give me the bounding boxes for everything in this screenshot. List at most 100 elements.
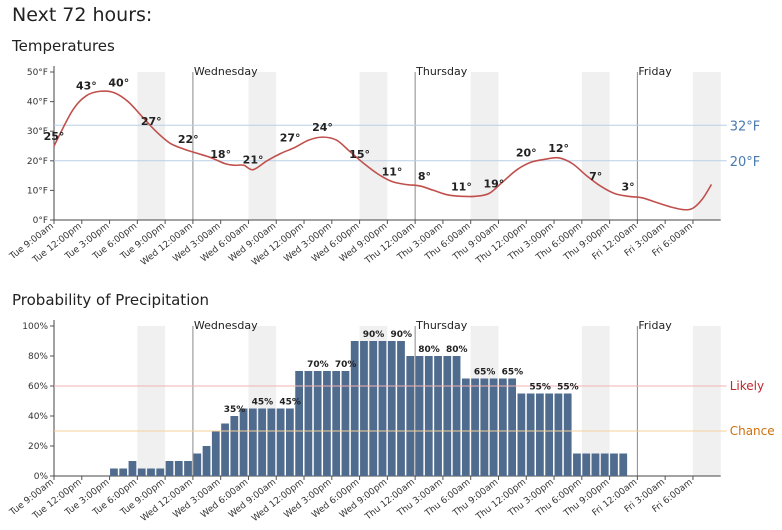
precipitation-bar bbox=[619, 453, 628, 476]
reference-line-label: Likely bbox=[730, 379, 764, 393]
precipitation-bar bbox=[156, 468, 165, 476]
precipitation-bar bbox=[286, 408, 294, 476]
temperature-data-label: 27° bbox=[141, 115, 162, 128]
precipitation-bar bbox=[554, 393, 563, 476]
temperature-data-label: 24° bbox=[312, 121, 333, 134]
precipitation-bar bbox=[471, 378, 479, 476]
temperatures-chart-title: Temperatures bbox=[12, 37, 115, 55]
precipitation-bar bbox=[582, 453, 591, 476]
temperature-data-label: 21° bbox=[243, 154, 264, 167]
precipitation-data-label: 70% bbox=[335, 360, 357, 370]
precipitation-bar bbox=[406, 356, 415, 476]
precipitation-bar bbox=[332, 371, 341, 476]
precipitation-bar bbox=[165, 461, 174, 476]
precipitation-bar bbox=[239, 408, 248, 476]
temperature-data-label: 7° bbox=[589, 170, 602, 183]
precipitation-bar bbox=[397, 341, 405, 476]
precipitation-chart-title: Probability of Precipitation bbox=[12, 291, 210, 309]
night-shade bbox=[470, 72, 499, 220]
precipitation-bar bbox=[369, 341, 378, 476]
precipitation-bar bbox=[452, 356, 461, 476]
precipitation-data-label: 55% bbox=[557, 383, 579, 393]
temperature-data-label: 8° bbox=[418, 170, 431, 183]
precipitation-bar bbox=[211, 431, 220, 476]
precipitation-bar bbox=[480, 378, 489, 476]
temperature-data-label: 22° bbox=[178, 133, 199, 146]
precipitation-data-label: 65% bbox=[474, 368, 496, 378]
y-tick-label: 0% bbox=[34, 472, 49, 482]
precipitation-bar bbox=[174, 461, 183, 476]
y-tick-label: 50°F bbox=[27, 68, 48, 78]
y-tick-label: 100% bbox=[22, 322, 48, 332]
y-tick-label: 20°F bbox=[27, 157, 48, 167]
precipitation-bar bbox=[119, 468, 128, 476]
y-tick-label: 60% bbox=[28, 382, 48, 392]
precipitation-bar bbox=[276, 408, 285, 476]
precipitation-data-label: 80% bbox=[446, 345, 468, 355]
precipitation-data-label: 80% bbox=[418, 345, 440, 355]
precipitation-bar bbox=[313, 371, 322, 476]
precipitation-bar bbox=[591, 453, 600, 476]
temperature-data-label: 43° bbox=[76, 80, 97, 93]
night-shade bbox=[692, 72, 721, 220]
night-shade bbox=[581, 72, 610, 220]
temperature-data-label: 3° bbox=[622, 180, 635, 193]
reference-line-label: Chance bbox=[730, 424, 775, 438]
y-tick-label: 20% bbox=[28, 442, 48, 452]
precipitation-bar bbox=[378, 341, 387, 476]
precipitation-bar bbox=[230, 416, 239, 476]
precipitation-bar bbox=[424, 356, 433, 476]
temperature-data-label: 27° bbox=[280, 131, 301, 144]
night-shade bbox=[248, 72, 277, 220]
precipitation-bar bbox=[193, 453, 202, 476]
precipitation-bar bbox=[434, 356, 442, 476]
precipitation-data-label: 45% bbox=[252, 398, 274, 408]
precipitation-chart: Wednesday Thursday Friday 0% 20% 40% 60% 80% 100… bbox=[7, 319, 775, 524]
precipitation-bar bbox=[128, 461, 137, 476]
night-shade bbox=[137, 326, 166, 476]
precipitation-bar bbox=[258, 408, 266, 476]
temperature-data-label: 40° bbox=[108, 77, 129, 90]
precipitation-bar bbox=[610, 453, 618, 476]
day-label: Friday bbox=[638, 65, 672, 78]
night-shade bbox=[581, 326, 610, 476]
precipitation-data-label: 90% bbox=[363, 330, 385, 340]
y-tick-label: 80% bbox=[28, 352, 48, 362]
precipitation-bar bbox=[461, 378, 470, 476]
precipitation-bar bbox=[415, 356, 424, 476]
precipitation-bar bbox=[267, 408, 276, 476]
precipitation-bar bbox=[443, 356, 452, 476]
y-tick-label: 30°F bbox=[27, 127, 48, 137]
precipitation-bar bbox=[526, 393, 535, 476]
precipitation-bar bbox=[508, 378, 516, 476]
reference-line-label: 32°F bbox=[730, 119, 761, 134]
precipitation-bar bbox=[600, 453, 609, 476]
precipitation-data-label: 55% bbox=[529, 383, 551, 393]
precipitation-bar bbox=[341, 371, 350, 476]
temperature-data-label: 11° bbox=[382, 166, 403, 179]
day-label: Thursday bbox=[415, 65, 468, 78]
precipitation-bar bbox=[221, 423, 229, 476]
temperatures-chart: Wednesday Thursday Friday 0°F 10°F 20°F 30°F 40… bbox=[7, 65, 761, 268]
night-shade bbox=[359, 72, 388, 220]
night-shade bbox=[692, 326, 721, 476]
temperature-data-label: 20° bbox=[516, 146, 537, 159]
temperature-data-label: 11° bbox=[451, 180, 472, 193]
precipitation-bar bbox=[489, 378, 498, 476]
precipitation-bar bbox=[536, 393, 544, 476]
precipitation-bar bbox=[202, 446, 211, 476]
precipitation-bar bbox=[387, 341, 396, 476]
temperature-data-label: 25° bbox=[44, 130, 65, 143]
day-label: Thursday bbox=[415, 319, 468, 332]
temperature-line bbox=[53, 90, 713, 211]
precipitation-bar bbox=[137, 468, 146, 476]
temperature-data-label: 15° bbox=[349, 148, 370, 161]
precipitation-bar bbox=[545, 393, 554, 476]
precipitation-data-label: 45% bbox=[279, 398, 301, 408]
reference-line-label: 20°F bbox=[730, 155, 761, 170]
temperature-data-label: 12° bbox=[548, 142, 569, 155]
precipitation-data-label: 65% bbox=[502, 368, 524, 378]
precipitation-bar bbox=[110, 468, 118, 476]
precipitation-bar bbox=[184, 461, 192, 476]
precipitation-bar bbox=[304, 371, 313, 476]
